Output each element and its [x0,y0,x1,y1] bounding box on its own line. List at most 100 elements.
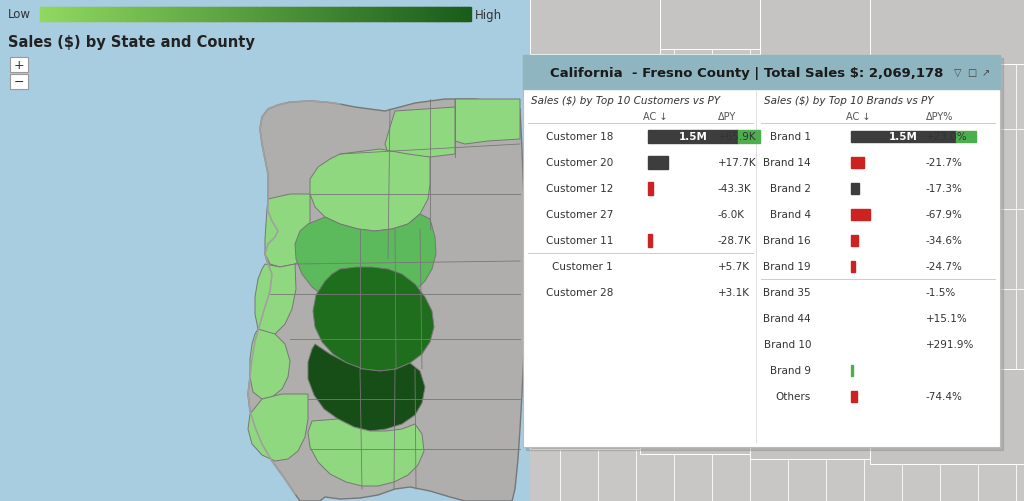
Bar [306,8,308,22]
Bar [410,8,412,22]
Bar [272,8,274,22]
Bar [197,8,199,22]
Text: +23.0%: +23.0% [926,132,968,142]
Bar [237,8,239,22]
Bar [851,131,956,142]
Polygon shape [248,100,525,501]
Polygon shape [455,100,520,145]
Bar [86,8,88,22]
Bar [186,8,188,22]
Bar [232,8,234,22]
Bar [385,8,387,22]
Bar [184,8,186,22]
Polygon shape [308,419,424,486]
Bar [115,8,117,22]
Text: High: High [475,9,502,22]
Bar [304,8,306,22]
Bar [206,8,208,22]
Bar [404,8,406,22]
Bar [523,56,1000,447]
Bar [305,8,307,22]
Bar [851,183,859,194]
Bar [240,8,242,22]
Bar [265,8,267,22]
Bar [294,8,296,22]
Bar [352,8,354,22]
Bar [127,8,129,22]
Text: Brand 19: Brand 19 [763,262,811,272]
Bar [444,8,446,22]
Bar [130,8,132,22]
Bar [851,261,855,272]
Bar [58,8,60,22]
Bar [147,8,150,22]
Bar [209,8,211,22]
Bar [370,8,372,22]
Bar [453,8,455,22]
Bar [190,8,193,22]
Bar [87,8,89,22]
Text: AC ↓: AC ↓ [846,112,870,122]
Bar [169,8,171,22]
Bar [394,8,396,22]
Polygon shape [870,0,1024,65]
Polygon shape [870,369,1024,464]
Text: -1.5%: -1.5% [926,288,956,298]
Bar [76,8,78,22]
Bar [194,8,196,22]
Bar [327,8,329,22]
Bar [330,8,332,22]
Bar [54,8,56,22]
Bar [308,8,310,22]
Bar [230,8,232,22]
Bar [152,8,154,22]
Bar [313,8,315,22]
Bar [226,8,228,22]
Bar [120,8,122,22]
Text: Customer 27: Customer 27 [546,209,613,219]
Bar [361,8,362,22]
Bar [648,182,652,195]
Bar [344,8,346,22]
Bar [362,8,365,22]
Bar [427,8,429,22]
Bar [41,8,43,22]
Text: -43.3K: -43.3K [718,184,752,193]
Bar [312,8,314,22]
Bar [407,8,409,22]
Bar [378,8,380,22]
Bar [82,8,84,22]
Bar [452,8,454,22]
Bar [187,8,189,22]
Bar [390,8,391,22]
Text: Brand 35: Brand 35 [763,288,811,298]
Bar [259,8,261,22]
Bar [399,8,401,22]
Text: −: − [13,76,25,89]
Bar [156,8,158,22]
Bar [463,8,465,22]
Bar [321,8,323,22]
Bar [112,8,114,22]
Bar [347,8,348,22]
Bar [337,8,339,22]
Bar [245,8,247,22]
Bar [179,8,181,22]
Bar [263,8,265,22]
Bar [455,8,456,22]
Text: Brand 14: Brand 14 [763,158,811,168]
Bar [401,8,403,22]
Bar [309,8,311,22]
Bar [851,235,858,246]
Polygon shape [295,214,436,310]
Bar [158,8,160,22]
Bar [0,0,530,501]
Bar [338,8,340,22]
Bar [349,8,351,22]
Bar [199,8,201,22]
Bar [319,8,322,22]
Bar [323,8,325,22]
Text: +15.1%: +15.1% [926,313,968,323]
Bar [247,8,249,22]
Text: Sales ($) by Top 10 Customers vs PY: Sales ($) by Top 10 Customers vs PY [531,96,720,106]
